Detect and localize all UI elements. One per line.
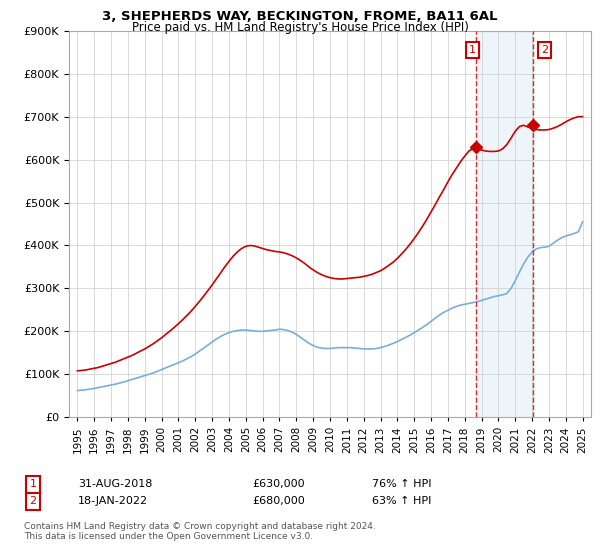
Text: 18-JAN-2022: 18-JAN-2022	[78, 496, 148, 506]
Text: 2: 2	[29, 496, 37, 506]
Text: 63% ↑ HPI: 63% ↑ HPI	[372, 496, 431, 506]
Text: Contains HM Land Registry data © Crown copyright and database right 2024.
This d: Contains HM Land Registry data © Crown c…	[24, 522, 376, 542]
Text: 2: 2	[541, 45, 548, 55]
Text: £630,000: £630,000	[252, 479, 305, 489]
Text: 76% ↑ HPI: 76% ↑ HPI	[372, 479, 431, 489]
Text: 1: 1	[469, 45, 476, 55]
Text: 3, SHEPHERDS WAY, BECKINGTON, FROME, BA11 6AL: 3, SHEPHERDS WAY, BECKINGTON, FROME, BA1…	[102, 10, 498, 23]
Text: 1: 1	[29, 479, 37, 489]
Text: Price paid vs. HM Land Registry's House Price Index (HPI): Price paid vs. HM Land Registry's House …	[131, 21, 469, 34]
Text: £680,000: £680,000	[252, 496, 305, 506]
Bar	[476, 31, 533, 417]
Text: 31-AUG-2018: 31-AUG-2018	[78, 479, 152, 489]
